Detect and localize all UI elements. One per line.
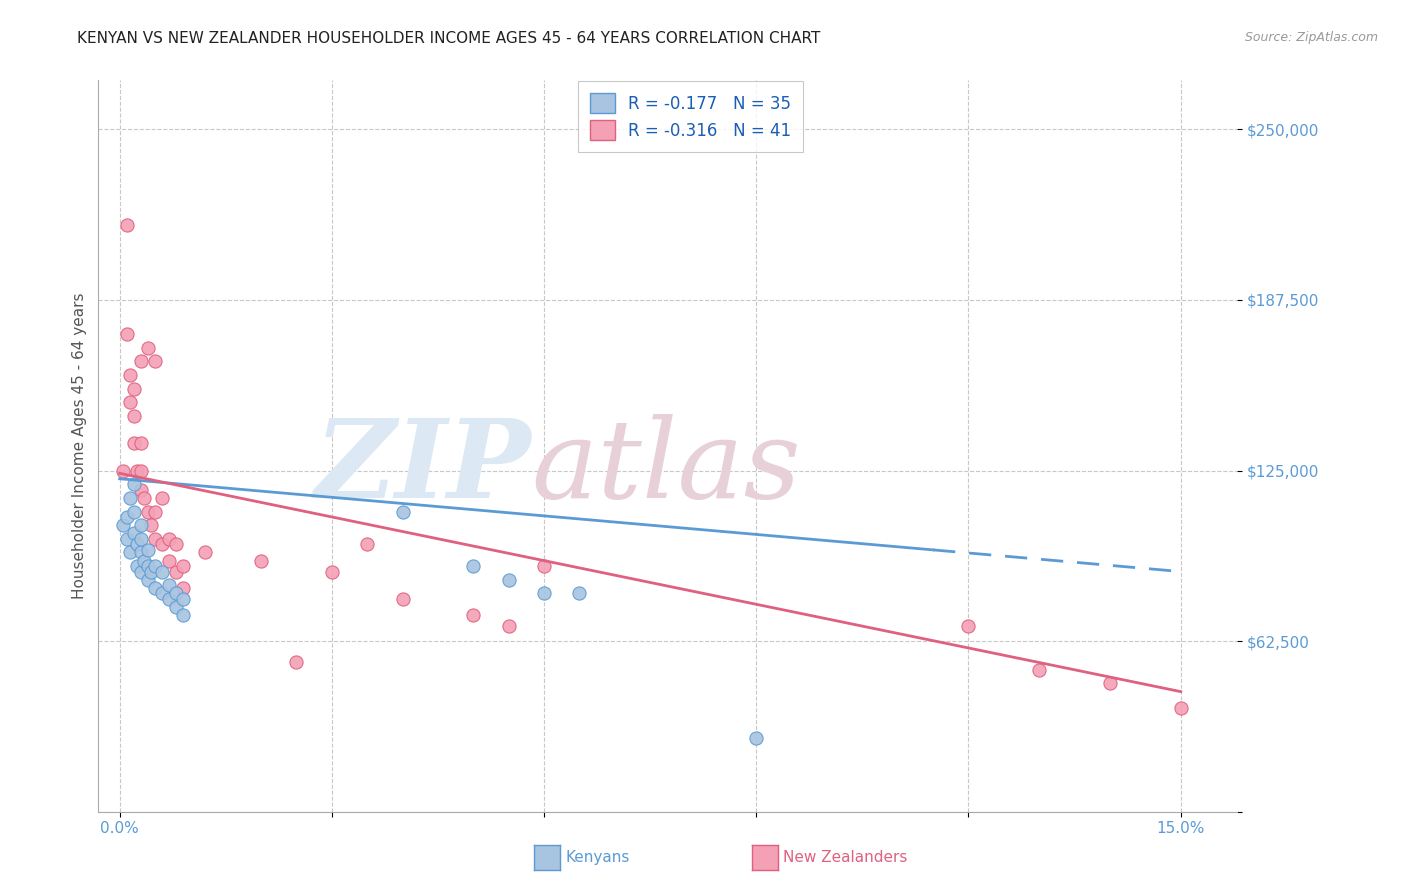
Text: New Zealanders: New Zealanders: [783, 850, 907, 864]
Point: [1170, 701, 1192, 715]
Point: [391, 591, 413, 606]
Point: [165, 537, 187, 551]
Point: [157, 591, 180, 606]
Point: [463, 559, 485, 574]
Point: [127, 537, 149, 551]
Point: [122, 477, 145, 491]
Point: [1028, 663, 1050, 677]
Point: [165, 565, 187, 579]
Point: [957, 619, 980, 633]
Point: [129, 545, 152, 559]
Point: [172, 608, 194, 623]
Point: [115, 510, 138, 524]
Point: [172, 559, 194, 574]
Point: [127, 559, 149, 574]
Point: [150, 491, 173, 505]
Point: [143, 532, 166, 546]
Point: [129, 483, 152, 497]
Point: [498, 573, 520, 587]
Point: [141, 565, 163, 579]
Point: [120, 395, 142, 409]
Point: [136, 341, 159, 355]
Point: [285, 655, 308, 669]
Point: [112, 518, 135, 533]
Point: [533, 586, 555, 600]
Point: [498, 619, 520, 633]
Point: [136, 504, 159, 518]
Point: [745, 731, 768, 745]
Point: [143, 504, 166, 518]
Point: [150, 537, 173, 551]
Point: [143, 581, 166, 595]
Point: [112, 464, 135, 478]
Point: [136, 542, 159, 557]
Point: [122, 409, 145, 423]
Point: [115, 218, 138, 232]
Text: KENYAN VS NEW ZEALANDER HOUSEHOLDER INCOME AGES 45 - 64 YEARS CORRELATION CHART: KENYAN VS NEW ZEALANDER HOUSEHOLDER INCO…: [77, 31, 821, 46]
Point: [115, 532, 138, 546]
Point: [172, 591, 194, 606]
Point: [120, 545, 142, 559]
Point: [122, 382, 145, 396]
Y-axis label: Householder Income Ages 45 - 64 years: Householder Income Ages 45 - 64 years: [72, 293, 87, 599]
Point: [172, 581, 194, 595]
Point: [129, 532, 152, 546]
Point: [141, 518, 163, 533]
Point: [129, 565, 152, 579]
Legend: R = -0.177   N = 35, R = -0.316   N = 41: R = -0.177 N = 35, R = -0.316 N = 41: [578, 81, 803, 152]
Text: Kenyans: Kenyans: [565, 850, 630, 864]
Point: [568, 586, 591, 600]
Point: [115, 327, 138, 342]
Point: [143, 354, 166, 368]
Point: [533, 559, 555, 574]
Point: [122, 436, 145, 450]
Text: Source: ZipAtlas.com: Source: ZipAtlas.com: [1244, 31, 1378, 45]
Point: [129, 518, 152, 533]
Point: [150, 565, 173, 579]
Point: [134, 491, 156, 505]
Point: [129, 436, 152, 450]
Point: [157, 532, 180, 546]
Point: [150, 586, 173, 600]
Point: [165, 586, 187, 600]
Point: [120, 491, 142, 505]
Point: [136, 559, 159, 574]
Point: [463, 608, 485, 623]
Point: [122, 526, 145, 541]
Point: [356, 537, 378, 551]
Point: [391, 504, 413, 518]
Point: [136, 573, 159, 587]
Point: [129, 354, 152, 368]
Point: [122, 504, 145, 518]
Text: ZIP: ZIP: [315, 414, 531, 522]
Point: [250, 554, 273, 568]
Point: [157, 578, 180, 592]
Point: [165, 600, 187, 615]
Point: [129, 464, 152, 478]
Point: [134, 554, 156, 568]
Point: [127, 464, 149, 478]
Point: [321, 565, 343, 579]
Point: [143, 559, 166, 574]
Point: [193, 545, 215, 559]
Point: [120, 368, 142, 382]
Point: [157, 554, 180, 568]
Text: atlas: atlas: [531, 414, 801, 522]
Point: [1098, 676, 1121, 690]
